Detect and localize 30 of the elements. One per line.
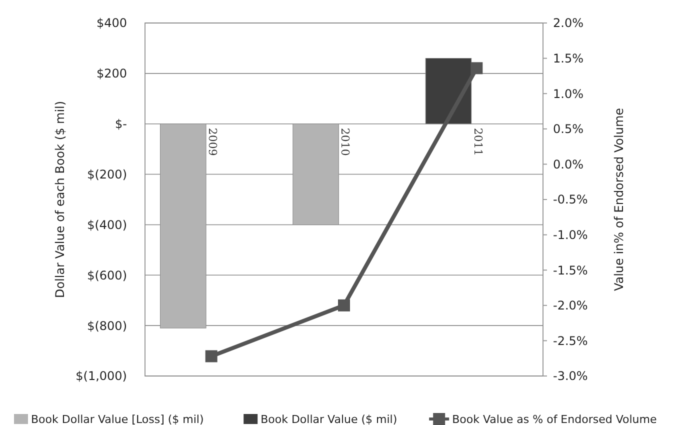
point <box>470 62 483 74</box>
y2-tick-label: -3.0% <box>553 369 588 384</box>
y2-tick-label: 1.5% <box>553 52 584 66</box>
y2-tick-label: 0.0% <box>553 157 584 172</box>
y2-tick-label: 0.5% <box>553 122 584 136</box>
y2-tick-label: -0.5% <box>553 192 588 207</box>
x-tick-label: 2009 <box>206 128 220 156</box>
y2-tick-label: -2.0% <box>553 298 588 313</box>
y-tick-label: $200 <box>96 66 127 81</box>
y2-tick-label: -2.5% <box>553 334 588 348</box>
y2-tick-label: 2.0% <box>553 16 584 30</box>
y2-tick-label: -1.5% <box>553 263 588 278</box>
y-tick-label: $(1,000) <box>76 369 127 384</box>
y-tick-label: $(800) <box>87 318 127 333</box>
legend-label: Book Value as % of Endorsed Volume <box>452 412 657 425</box>
y-axis-title: Dollar Value of each Book ($ mil) <box>53 100 67 298</box>
y2-axis-title: Value in% of Endorsed Volume <box>612 108 626 292</box>
point <box>338 299 350 312</box>
y-tick-label: $400 <box>96 16 127 30</box>
legend-label: Book Dollar Value ($ mil) <box>260 412 398 425</box>
y-tick-label: $(600) <box>87 268 127 282</box>
point <box>205 350 218 362</box>
legend-label: Book Dollar Value [Loss] ($ mil) <box>31 412 204 425</box>
y-tick-label: $(200) <box>87 167 127 182</box>
y2-tick-label: 1.0% <box>553 86 584 101</box>
x-tick-label: 2010 <box>338 128 352 156</box>
y-tick-label: $(400) <box>87 218 127 232</box>
y-tick-label: $- <box>115 117 127 132</box>
x-tick-label: 2011 <box>471 128 484 156</box>
y2-tick-label: -1.0% <box>553 228 588 242</box>
